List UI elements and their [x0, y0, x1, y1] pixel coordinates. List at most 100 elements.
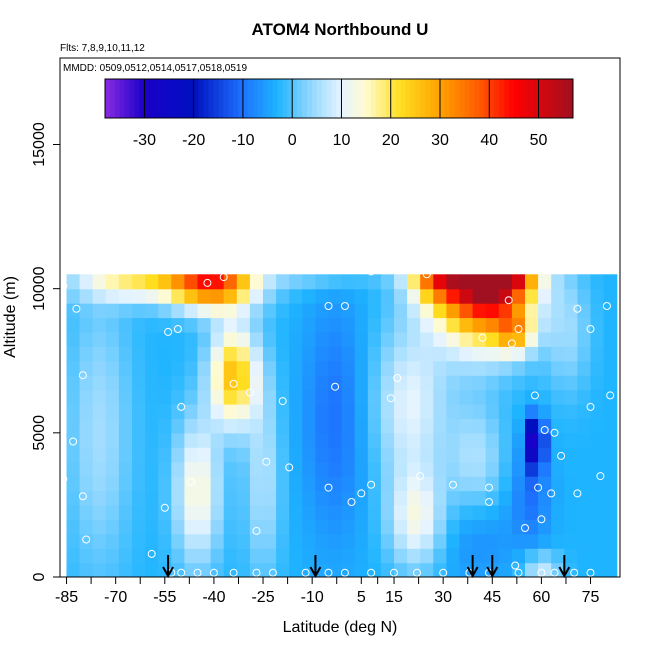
heat-cell — [367, 346, 382, 362]
heat-cell — [380, 548, 395, 564]
heat-cell — [380, 360, 395, 376]
sample-point — [537, 261, 546, 270]
heat-cell — [538, 303, 552, 319]
heat-cell — [433, 461, 447, 477]
heat-cell — [210, 562, 225, 577]
heat-cell — [328, 375, 343, 391]
heat-cell — [354, 375, 369, 391]
heat-cell — [551, 346, 565, 362]
heat-cell — [367, 317, 382, 333]
heat-cell — [459, 317, 474, 333]
heat-cell — [236, 317, 251, 333]
heat-cell — [158, 504, 172, 520]
heat-cell — [145, 418, 159, 434]
heat-cell — [367, 360, 382, 376]
heat-cell — [171, 404, 185, 419]
heat-cell — [92, 476, 107, 492]
sample-point — [324, 302, 333, 310]
heat-cell — [79, 476, 94, 492]
heat-cell — [236, 389, 251, 405]
heat-cell — [236, 519, 251, 535]
heat-cell — [341, 303, 356, 319]
heat-cell — [472, 476, 487, 492]
colorbar-segment — [356, 79, 362, 118]
heat-cell — [511, 360, 526, 376]
heat-cell — [302, 346, 316, 362]
heat-cell — [145, 288, 159, 304]
heat-cell — [289, 346, 303, 362]
heat-cell — [577, 360, 592, 376]
heat-cell — [511, 519, 526, 535]
heat-cell — [394, 504, 408, 520]
heat-cell — [236, 533, 251, 549]
heat-cell — [92, 317, 107, 333]
heat-cell — [354, 548, 369, 564]
colorbar-segment — [454, 79, 461, 118]
heat-cell — [525, 533, 539, 549]
colorbar-segment — [198, 79, 204, 118]
heat-cell — [407, 461, 421, 477]
heat-cell — [92, 504, 107, 520]
heat-cell — [236, 476, 251, 492]
heat-cell — [538, 519, 552, 535]
heat-cell — [184, 490, 199, 506]
heat-cell — [92, 519, 107, 535]
heat-cell — [420, 331, 434, 347]
heat-cell — [276, 331, 290, 347]
heat-cell — [498, 562, 513, 577]
sample-point — [268, 568, 277, 577]
sample-point — [596, 472, 605, 481]
heat-cell — [328, 274, 343, 290]
heat-cell — [341, 533, 356, 549]
heat-cell — [315, 346, 330, 362]
heat-cell — [171, 476, 185, 492]
sample-point — [449, 480, 457, 489]
heat-cell — [446, 519, 461, 535]
heat-cell — [577, 476, 592, 492]
heat-cell — [145, 303, 159, 319]
heat-cell — [472, 447, 487, 463]
heat-cell — [158, 288, 172, 304]
heat-cell — [92, 548, 107, 564]
colorbar-segment — [326, 79, 333, 118]
heat-cell — [433, 360, 447, 376]
heat-cell — [564, 548, 578, 564]
heat-cell — [249, 490, 264, 506]
colorbar-segment — [415, 79, 421, 118]
heat-cell — [446, 418, 461, 434]
heat-cell — [289, 303, 303, 319]
heat-cell — [132, 288, 146, 304]
heat-cell — [263, 461, 277, 477]
heat-cell — [472, 562, 487, 577]
heat-cell — [132, 447, 146, 463]
heat-cell — [302, 447, 316, 463]
heat-cell — [158, 461, 172, 477]
heat-cell — [459, 331, 474, 347]
heat-cell — [380, 404, 395, 419]
heat-cell — [236, 375, 251, 391]
heat-cell — [367, 447, 382, 463]
heat-cell — [118, 548, 133, 564]
heat-cell — [236, 303, 251, 319]
heat-cell — [394, 303, 408, 319]
sample-point — [60, 281, 68, 290]
sample-point — [324, 568, 333, 577]
heat-cell — [105, 404, 120, 419]
heat-cell — [132, 404, 146, 419]
colorbar-segment — [169, 79, 175, 118]
heat-cell — [407, 504, 421, 520]
sample-point — [507, 339, 516, 348]
heat-cell — [210, 548, 225, 564]
sample-point — [60, 475, 68, 483]
heat-cell — [354, 562, 369, 577]
heat-cell — [420, 274, 434, 290]
colorbar-segment — [444, 79, 451, 118]
sample-point — [72, 304, 81, 313]
heat-cell — [577, 447, 592, 463]
heat-cell — [420, 375, 434, 391]
heat-cell — [485, 447, 500, 463]
heat-cell — [341, 447, 356, 463]
heat-cell — [197, 476, 212, 492]
heat-cell — [472, 288, 487, 304]
